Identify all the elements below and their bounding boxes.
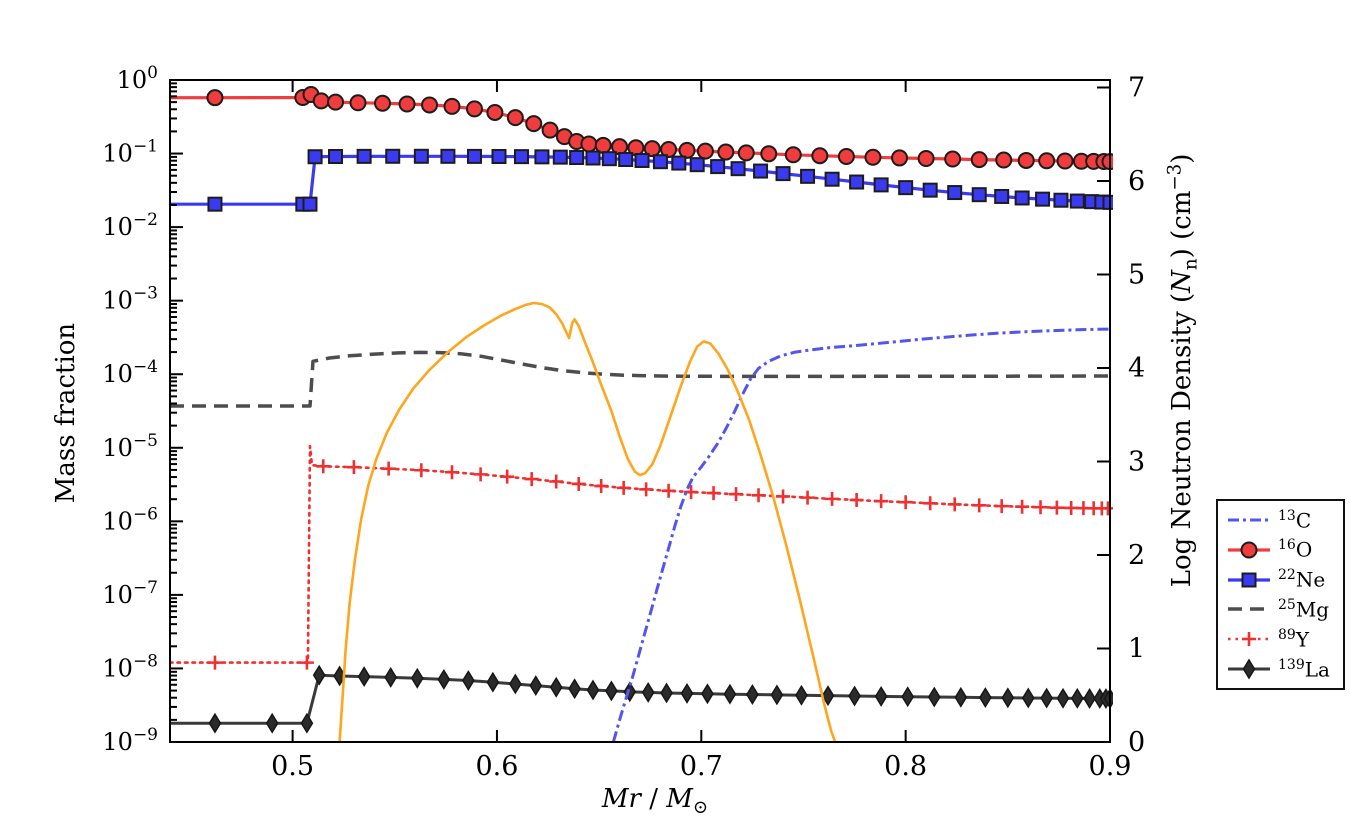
y-left-tick-label: 100	[117, 63, 158, 94]
y-left-tick-label: 10−5	[102, 431, 158, 462]
axes-box	[169, 79, 1111, 743]
legend-item-25Mg: 25Mg	[1226, 595, 1337, 623]
legend-swatch-139La	[1228, 658, 1270, 680]
legend-label-22Ne: 22Ne	[1278, 567, 1326, 592]
series-139La	[170, 664, 1113, 734]
legend-label-139La: 139La	[1278, 656, 1330, 682]
y-right-tick-label: 7	[1128, 73, 1145, 104]
y-left-tick-label: 10−6	[102, 504, 158, 535]
y-right-tick-label: 0	[1128, 727, 1145, 758]
legend-item-89Y: 89Y	[1226, 625, 1337, 653]
y-right-tick-label: 1	[1128, 634, 1145, 665]
legend-item-139La: 139La	[1226, 655, 1337, 683]
legend-swatch-13C	[1228, 518, 1270, 522]
x-tick-label: 0.5	[271, 751, 314, 782]
legend-item-22Ne: 22Ne	[1226, 566, 1337, 594]
legend-label-13C: 13C	[1278, 507, 1312, 533]
y-axis-label-right: Log Neutron Density (Nn) (cm−3)	[1164, 153, 1202, 588]
y-right-tick-label: 3	[1128, 447, 1145, 478]
series-16O	[170, 86, 1113, 171]
legend-swatch-22Ne	[1228, 572, 1270, 588]
legend-swatch-16O	[1228, 541, 1270, 559]
legend: 13C 16O 22Ne 25Mg 89Y 139La	[1216, 499, 1345, 690]
y-left-tick-label: 10−7	[102, 578, 158, 609]
y-right-tick-label: 5	[1128, 260, 1145, 291]
series-22Ne	[170, 148, 1113, 212]
x-tick-label: 0.7	[680, 751, 723, 782]
y-left-tick-label: 10−8	[102, 651, 158, 682]
x-axis-label: Mr / M⊙	[601, 784, 709, 819]
series-13C	[611, 327, 1111, 743]
y-right-tick-label: 4	[1128, 353, 1145, 384]
x-tick-label: 0.6	[475, 751, 518, 782]
ticks	[170, 79, 1111, 743]
series-89Y	[169, 444, 1113, 670]
y-left-tick-label: 10−4	[102, 357, 158, 388]
y-left-tick-label: 10−1	[102, 137, 158, 168]
legend-label-16O: 16O	[1278, 537, 1313, 563]
y-left-tick-label: 10−9	[102, 725, 158, 756]
legend-item-13C: 13C	[1226, 506, 1337, 534]
y-left-tick-label: 10−2	[102, 210, 158, 241]
y-axis-label-left: Mass fraction	[51, 322, 81, 504]
series-group	[169, 86, 1113, 743]
legend-swatch-25Mg	[1228, 607, 1270, 612]
x-tick-label: 0.9	[1089, 751, 1132, 782]
y-left-tick-label: 10−3	[102, 284, 158, 315]
x-tick-label: 0.8	[884, 751, 927, 782]
legend-label-25Mg: 25Mg	[1278, 597, 1330, 622]
series-Nn	[338, 301, 837, 743]
legend-item-16O: 16O	[1226, 536, 1337, 564]
y-right-tick-label: 6	[1128, 166, 1145, 197]
series-25Mg	[170, 350, 1111, 408]
y-right-tick-label: 2	[1128, 540, 1145, 571]
legend-label-89Y: 89Y	[1278, 626, 1310, 652]
legend-swatch-89Y	[1228, 632, 1270, 647]
